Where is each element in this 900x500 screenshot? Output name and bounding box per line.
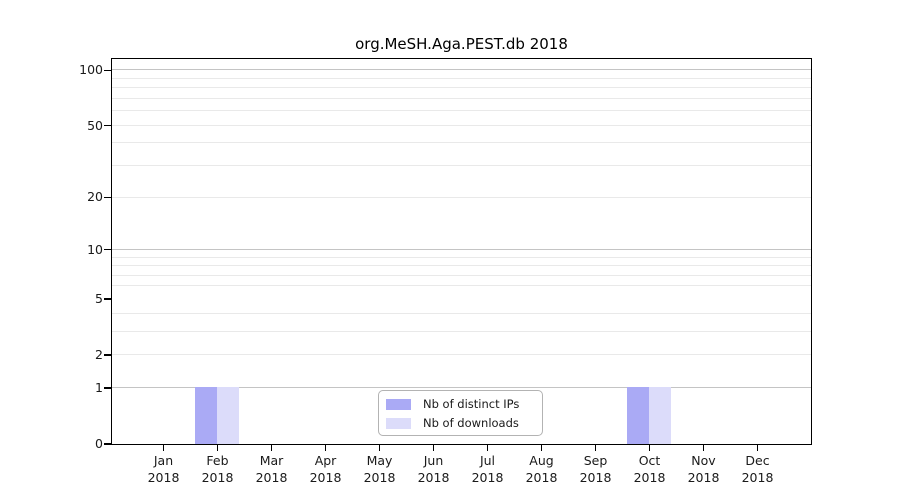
x-tick-label: Sep 2018 [566,452,626,486]
x-tick-month: Jan [153,453,174,468]
x-tick-mark [648,445,651,451]
gridline-minor [111,196,811,198]
x-tick-label: Jul 2018 [458,452,518,486]
gridline-major [111,69,811,71]
x-tick-label: Mar 2018 [242,452,302,486]
bar-downloads [217,387,240,444]
legend: Nb of distinct IPs Nb of downloads [378,390,543,436]
legend-swatch-distinct-ips [386,398,411,410]
y-tick-label: 20 [87,189,103,205]
legend-label-distinct-ips: Nb of distinct IPs [423,397,520,411]
x-tick-label: Oct 2018 [620,452,680,486]
x-tick-month: Aug [529,453,554,468]
y-tick-label: 1 [95,379,103,395]
y-tick-label: 2 [95,347,103,363]
x-tick-mark [594,445,597,451]
x-tick-year: 2018 [687,470,720,485]
x-tick-mark [702,445,705,451]
legend-swatch-downloads [386,417,411,429]
x-tick-year: 2018 [417,470,450,485]
x-tick-label: Aug 2018 [512,452,572,486]
x-tick-label: Jun 2018 [404,452,464,486]
y-tick-label: 10 [87,241,103,257]
x-tick-label: Nov 2018 [674,452,734,486]
gridline-minor [111,142,811,144]
x-tick-mark [486,445,489,451]
x-tick-month: Jul [479,453,496,468]
x-tick-label: May 2018 [350,452,410,486]
x-tick-month: Feb [206,453,229,468]
legend-item: Nb of distinct IPs [386,397,534,411]
x-tick-mark [162,445,165,451]
y-tick-mark [104,387,111,389]
x-tick-year: 2018 [201,470,234,485]
x-tick-month: Oct [638,453,661,468]
bar-downloads [649,387,672,444]
y-tick-mark [104,249,111,251]
gridline-minor [111,97,811,99]
x-tick-label: Dec 2018 [728,452,788,486]
x-tick-mark [756,445,759,451]
gridline-minor [111,77,811,79]
x-tick-mark [270,445,273,451]
gridline-minor [111,87,811,89]
x-tick-month: Sep [583,453,608,468]
x-tick-label: Feb 2018 [188,452,248,486]
bar-distinct-ips [627,387,650,444]
gridline-major [111,386,811,388]
x-tick-label: Jan 2018 [134,452,194,486]
x-tick-month: Jun [423,453,444,468]
x-tick-label: Apr 2018 [296,452,356,486]
gridline-minor [111,354,811,356]
x-tick-mark [540,445,543,451]
y-tick-mark [104,196,111,199]
y-tick-mark [104,354,111,356]
y-tick-mark [104,298,111,300]
gridline-minor [111,110,811,112]
gridline-minor [111,330,811,332]
x-tick-year: 2018 [579,470,612,485]
x-tick-year: 2018 [471,470,504,485]
gridline-minor [111,285,811,287]
gridline-minor [111,274,811,276]
x-tick-month: Mar [259,453,284,468]
x-tick-month: Apr [314,453,337,468]
x-tick-mark [432,445,435,451]
x-tick-mark [378,445,381,451]
y-tick-mark [104,69,111,71]
gridline-minor [111,164,811,166]
y-tick-label: 100 [79,62,103,78]
gridline-minor [111,124,811,126]
x-tick-month: Dec [745,453,770,468]
x-tick-month: May [366,453,393,468]
x-tick-year: 2018 [525,470,558,485]
legend-label-downloads: Nb of downloads [423,416,519,430]
x-tick-year: 2018 [363,470,396,485]
x-tick-year: 2018 [255,470,288,485]
x-tick-year: 2018 [309,470,342,485]
gridline-minor [111,265,811,267]
gridline-major [111,248,811,250]
y-tick-label: 50 [87,117,103,133]
x-tick-month: Nov [691,453,716,468]
y-tick-mark [104,124,111,127]
gridline-minor [111,256,811,258]
x-tick-year: 2018 [147,470,180,485]
x-tick-mark [216,445,219,451]
gridline-minor [111,312,811,314]
y-tick-label: 0 [95,436,103,451]
x-tick-mark [324,445,327,451]
y-tick-label: 5 [95,290,103,306]
chart-title: org.MeSH.Aga.PEST.db 2018 [355,35,568,53]
x-tick-year: 2018 [741,470,774,485]
x-tick-year: 2018 [633,470,666,485]
legend-item: Nb of downloads [386,416,534,430]
plot-area [110,57,812,445]
y-tick-mark [104,443,111,445]
bar-distinct-ips [195,387,218,444]
